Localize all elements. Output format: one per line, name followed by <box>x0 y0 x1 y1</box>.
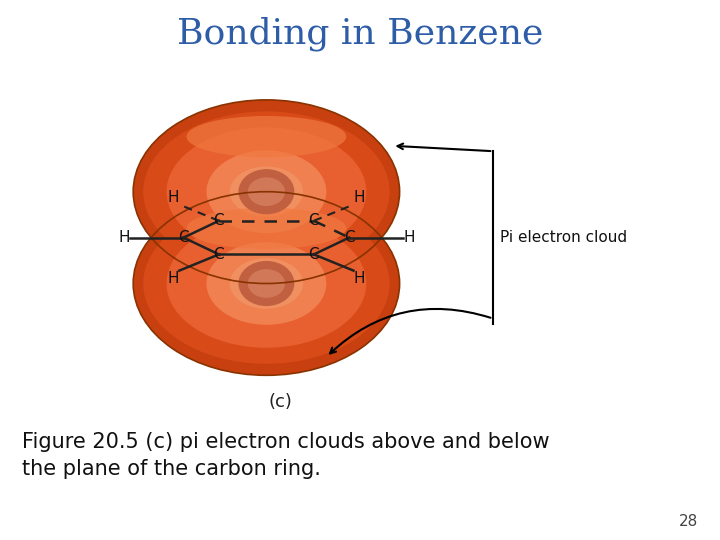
Text: Pi electron cloud: Pi electron cloud <box>500 230 628 245</box>
Text: H: H <box>403 230 415 245</box>
Ellipse shape <box>143 111 390 272</box>
Text: H: H <box>354 271 365 286</box>
Text: H: H <box>168 271 179 286</box>
Ellipse shape <box>207 242 326 325</box>
Ellipse shape <box>186 208 346 249</box>
Ellipse shape <box>166 127 366 256</box>
Text: C: C <box>344 230 354 245</box>
Ellipse shape <box>248 177 285 206</box>
Ellipse shape <box>207 150 326 233</box>
Text: 28: 28 <box>679 514 698 529</box>
Ellipse shape <box>133 192 400 375</box>
Text: C: C <box>309 247 319 262</box>
Text: C: C <box>214 213 224 228</box>
Text: Bonding in Benzene: Bonding in Benzene <box>177 16 543 51</box>
Text: Figure 20.5 (c) pi electron clouds above and below
the plane of the carbon ring.: Figure 20.5 (c) pi electron clouds above… <box>22 432 549 479</box>
Text: H: H <box>354 190 365 205</box>
Text: (c): (c) <box>269 393 293 411</box>
Text: C: C <box>179 230 189 245</box>
Ellipse shape <box>186 116 346 157</box>
Ellipse shape <box>238 169 294 214</box>
Ellipse shape <box>230 166 303 217</box>
Ellipse shape <box>238 261 294 306</box>
Ellipse shape <box>166 219 366 348</box>
Ellipse shape <box>133 100 400 284</box>
Ellipse shape <box>143 203 390 364</box>
Text: H: H <box>118 230 130 245</box>
Ellipse shape <box>230 258 303 309</box>
Text: C: C <box>309 213 319 228</box>
Ellipse shape <box>248 269 285 298</box>
Text: H: H <box>168 190 179 205</box>
Text: C: C <box>214 247 224 262</box>
